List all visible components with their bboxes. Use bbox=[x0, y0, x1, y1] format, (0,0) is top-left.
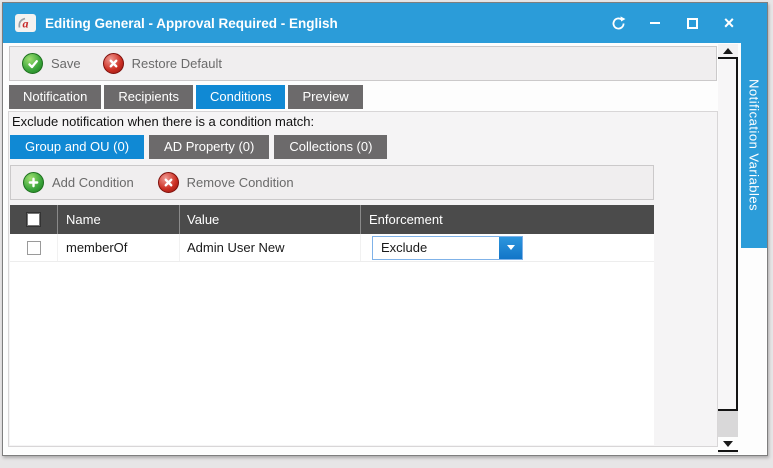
save-label: Save bbox=[51, 56, 81, 71]
window-title: Editing General - Approval Required - En… bbox=[45, 15, 338, 31]
add-plus-icon bbox=[23, 172, 44, 193]
dropdown-button[interactable] bbox=[499, 236, 522, 259]
main-tabs: Notification Recipients Conditions Previ… bbox=[9, 85, 363, 109]
condition-subtabs: Group and OU (0) AD Property (0) Collect… bbox=[10, 135, 388, 159]
condition-toolbar: Add Condition Remove Condition bbox=[10, 165, 654, 200]
remove-x-icon bbox=[157, 172, 179, 193]
exclude-instruction-label: Exclude notification when there is a con… bbox=[12, 114, 315, 129]
tab-notification[interactable]: Notification bbox=[9, 85, 102, 109]
restore-default-label: Restore Default bbox=[131, 56, 222, 71]
scrollbar-up-button[interactable] bbox=[718, 44, 738, 59]
vertical-scrollbar[interactable] bbox=[718, 44, 738, 454]
maximize-button[interactable] bbox=[684, 15, 700, 31]
side-tab-notification-variables[interactable]: Notification Variables bbox=[741, 43, 767, 248]
scrollbar-down-button[interactable] bbox=[718, 437, 738, 452]
scrollbar-track bbox=[718, 411, 738, 437]
maximize-icon bbox=[686, 17, 698, 29]
window-controls: × bbox=[610, 13, 737, 33]
subtab-ad-property[interactable]: AD Property (0) bbox=[149, 135, 270, 159]
enforcement-dropdown[interactable]: Exclude bbox=[372, 235, 523, 260]
save-check-icon bbox=[22, 53, 43, 74]
restore-x-icon bbox=[102, 53, 124, 74]
subtab-collections[interactable]: Collections (0) bbox=[274, 135, 388, 159]
tab-conditions[interactable]: Conditions bbox=[196, 85, 286, 109]
remove-condition-label: Remove Condition bbox=[186, 175, 294, 190]
window-body: Save Restore Default Notification Recipi… bbox=[4, 43, 767, 454]
minimize-icon bbox=[650, 22, 660, 24]
enforcement-dropdown-value: Exclude bbox=[381, 240, 428, 255]
svg-text:a: a bbox=[23, 17, 29, 31]
header-select-all-cell bbox=[10, 205, 57, 234]
remove-condition-button[interactable]: Remove Condition bbox=[157, 172, 294, 193]
select-all-checkbox[interactable] bbox=[26, 212, 41, 227]
conditions-table: Name Value Enforcement memberOf Admin Us… bbox=[10, 205, 654, 445]
app-logo-icon: a bbox=[15, 14, 36, 32]
tab-preview[interactable]: Preview bbox=[288, 85, 363, 109]
restore-default-button[interactable]: Restore Default bbox=[102, 53, 222, 74]
table-header: Name Value Enforcement bbox=[10, 205, 654, 234]
scroll-up-icon bbox=[723, 47, 733, 54]
subtab-group-and-ou[interactable]: Group and OU (0) bbox=[10, 135, 145, 159]
column-header-name: Name bbox=[57, 205, 179, 234]
tab-recipients[interactable]: Recipients bbox=[104, 85, 194, 109]
main-toolbar: Save Restore Default bbox=[9, 46, 717, 81]
scroll-down-icon bbox=[723, 440, 733, 447]
add-condition-label: Add Condition bbox=[52, 175, 134, 190]
save-button[interactable]: Save bbox=[22, 53, 81, 74]
add-condition-button[interactable]: Add Condition bbox=[23, 172, 134, 193]
titlebar[interactable]: a Editing General - Approval Required - … bbox=[3, 3, 767, 43]
cell-name: memberOf bbox=[57, 234, 179, 261]
cell-value: Admin User New bbox=[179, 234, 360, 261]
row-checkbox-cell bbox=[10, 234, 57, 261]
column-header-enforcement: Enforcement bbox=[360, 205, 654, 234]
cell-enforcement: Exclude bbox=[360, 234, 654, 261]
column-header-value: Value bbox=[179, 205, 360, 234]
close-button[interactable]: × bbox=[723, 13, 735, 33]
table-row[interactable]: memberOf Admin User New Exclude bbox=[10, 234, 654, 262]
scrollbar-thumb[interactable] bbox=[718, 59, 738, 411]
minimize-button[interactable] bbox=[647, 15, 663, 31]
chevron-down-icon bbox=[506, 245, 515, 250]
app-window: a Editing General - Approval Required - … bbox=[2, 2, 768, 456]
conditions-panel: Exclude notification when there is a con… bbox=[8, 111, 718, 447]
row-checkbox[interactable] bbox=[26, 240, 41, 255]
refresh-icon[interactable] bbox=[610, 15, 626, 31]
